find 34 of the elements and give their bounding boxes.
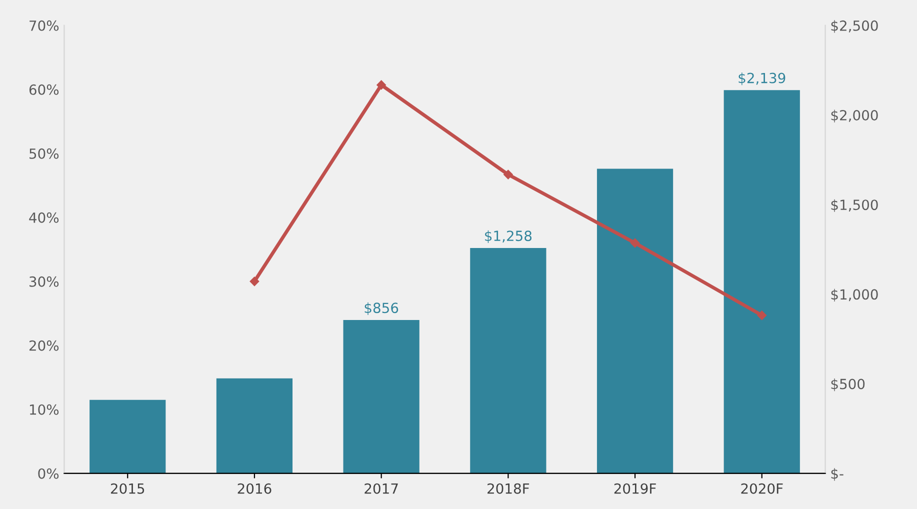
y-tick-label: 50% — [30, 148, 59, 159]
y2-tick-label: $2,500 — [831, 20, 878, 33]
y2-tick-label: $- — [831, 468, 844, 481]
data-label: $1,258 — [485, 230, 532, 243]
point — [504, 170, 513, 180]
y-tick-label: 30% — [30, 276, 59, 287]
bar — [343, 320, 420, 474]
bar — [470, 248, 546, 474]
x-tick-label: 2015 — [110, 483, 144, 494]
x-tick-label: 2016 — [238, 483, 272, 494]
bar — [724, 90, 800, 474]
bar — [90, 400, 166, 474]
bar — [596, 168, 674, 474]
point — [376, 80, 386, 90]
y2-tick-label: $500 — [831, 378, 865, 392]
y2-tick-label: $1,500 — [831, 199, 878, 212]
point — [250, 276, 260, 286]
x-tick-label: 2017 — [364, 483, 398, 494]
bar — [216, 378, 293, 474]
point — [630, 238, 640, 248]
data-label: $2,139 — [738, 72, 786, 86]
x-tick-label: 2019F — [614, 483, 656, 494]
point — [757, 310, 766, 320]
x-tick-label: 2018F — [488, 483, 530, 494]
y-tick-label: 0% — [38, 468, 59, 479]
data-label: $856 — [364, 302, 398, 315]
y2-tick-label: $1,000 — [831, 288, 878, 302]
y2-tick-label: $2,000 — [831, 110, 878, 122]
y-tick-label: 40% — [29, 212, 59, 223]
y-tick-label: 60% — [29, 84, 59, 95]
x-tick-label: 2020F — [741, 483, 783, 494]
y-tick-label: 20% — [29, 340, 59, 351]
y-tick-label: 70% — [30, 20, 59, 31]
y-tick-label: 10% — [30, 404, 59, 415]
